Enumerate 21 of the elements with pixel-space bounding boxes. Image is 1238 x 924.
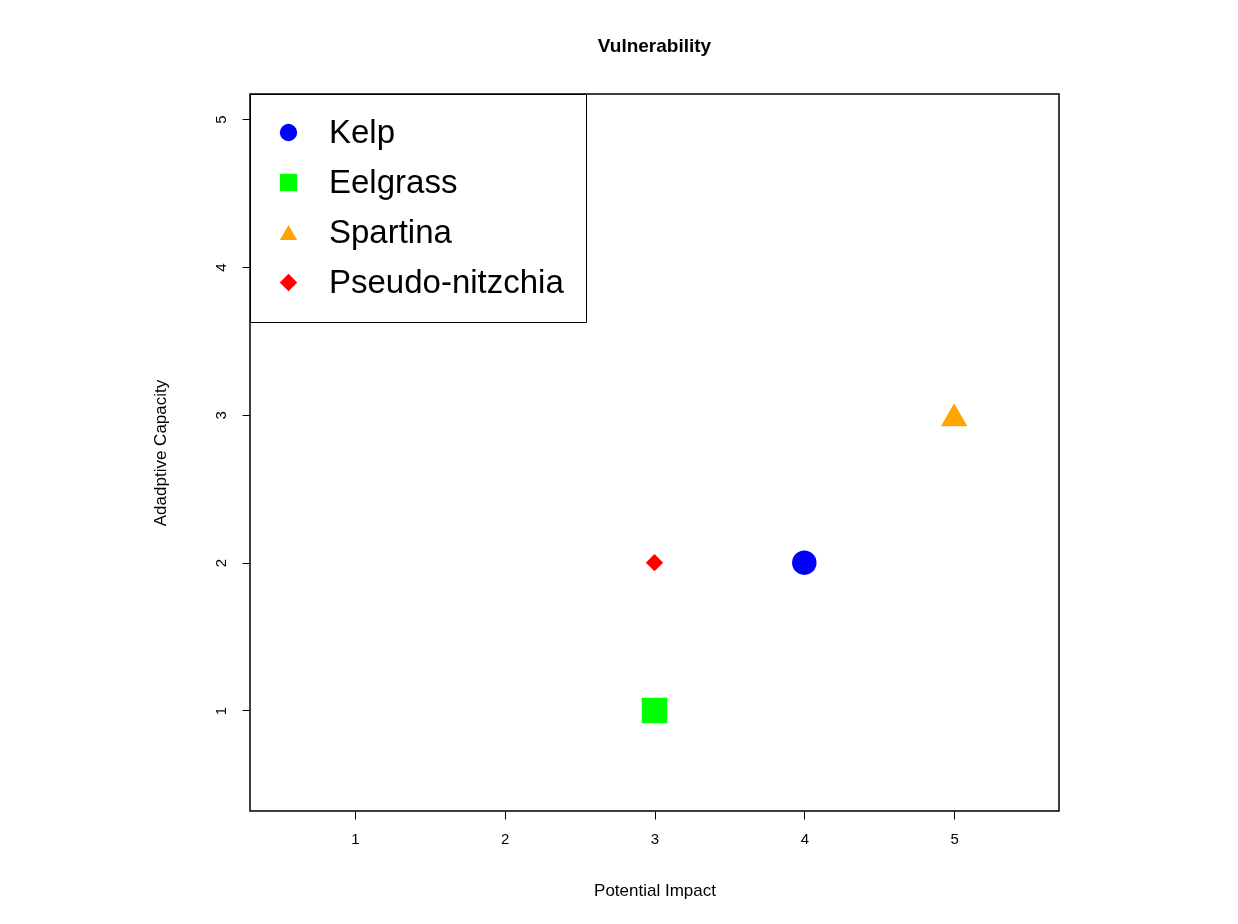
y-tick-label: 4 bbox=[211, 263, 229, 272]
y-tick-label: 2 bbox=[211, 558, 229, 568]
point bbox=[641, 697, 668, 724]
point bbox=[940, 403, 968, 427]
chart-title: Vulnerability bbox=[597, 34, 712, 56]
legend-label: Eelgrass bbox=[329, 162, 458, 200]
point bbox=[792, 550, 817, 575]
x-tick-label: 3 bbox=[650, 829, 660, 847]
x-tick-label: 2 bbox=[501, 829, 510, 847]
y-tick-label: 5 bbox=[211, 115, 229, 124]
legend-label: Spartina bbox=[329, 212, 453, 250]
x-tick-label: 1 bbox=[351, 829, 360, 847]
y-axis-title: Adadptive Capacity bbox=[150, 379, 170, 527]
x-axis-title: Potential Impact bbox=[594, 880, 717, 900]
x-tick-label: 4 bbox=[800, 829, 809, 847]
x-tick-label: 5 bbox=[950, 829, 959, 847]
legend-label: Kelp bbox=[329, 112, 396, 150]
point bbox=[645, 553, 664, 572]
y-tick-label: 1 bbox=[211, 706, 229, 716]
legend-label: Pseudo-nitzchia bbox=[329, 262, 565, 300]
y-tick-label: 3 bbox=[211, 411, 229, 420]
